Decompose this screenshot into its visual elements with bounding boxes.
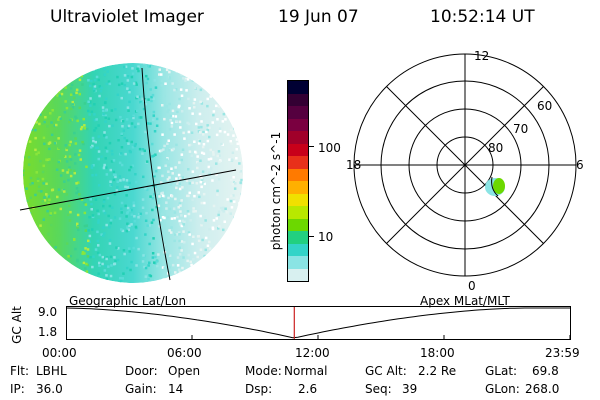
- colorbar-segment: [288, 118, 308, 131]
- gc-alt-label: GC Alt:: [365, 364, 407, 378]
- colorbar-units-label: photon cm^-2 s^-1: [269, 131, 283, 251]
- colorbar-segment: [288, 168, 308, 181]
- timeline-frame: [66, 306, 571, 340]
- timeline-y-tick-high: 9.0: [38, 305, 58, 319]
- colorbar-segment: [288, 143, 308, 156]
- timeline-x-tick-1200: 12:00: [295, 346, 330, 360]
- glat-value: 69.8: [532, 364, 559, 378]
- lat-label-80: 80: [488, 141, 503, 155]
- ip-value: 36.0: [36, 382, 63, 396]
- gain-value: 14: [168, 382, 184, 396]
- longitude-gridline: [141, 67, 171, 281]
- timeline-y-tick-low: 1.8: [38, 325, 58, 339]
- colorbar-tickmark: [309, 236, 314, 237]
- timeline-x-tick-0000: 00:00: [42, 346, 77, 360]
- colorbar-tick-100: 100: [318, 141, 341, 155]
- mlt-label-18: 18: [346, 158, 361, 172]
- altitude-curve: [66, 307, 570, 339]
- timeline-y-axis-label: GC Alt: [10, 306, 24, 344]
- observation-time: 10:52:14 UT: [430, 7, 535, 27]
- polar-mlt-plot: 12 18 6 0 60 70 80: [346, 49, 584, 293]
- altitude-timeline-plot: [66, 306, 571, 340]
- glon-value: 268.0: [525, 382, 560, 396]
- auroral-image: [19, 63, 243, 283]
- colorbar-segment: [288, 231, 308, 244]
- door-value: Open: [168, 364, 201, 378]
- filter-value: LBHL: [36, 364, 67, 378]
- instrument-title: Ultraviolet Imager: [50, 7, 204, 27]
- seq-value: 39: [402, 382, 418, 396]
- colorbar-tickmark: [309, 146, 314, 147]
- mode-label: Mode:: [245, 364, 282, 378]
- colorbar-segment: [288, 243, 308, 256]
- auroral-oval-core: [493, 178, 505, 194]
- lat-label-60: 60: [537, 99, 552, 113]
- gain-label: Gain:: [125, 382, 157, 396]
- colorbar-segment: [288, 206, 308, 219]
- colorbar-segment: [288, 218, 308, 231]
- dsp-value: 2.6: [298, 382, 318, 396]
- door-label: Door:: [125, 364, 158, 378]
- timeline-x-tickmarks: [66, 335, 571, 339]
- timeline-x-tick-0600: 06:00: [167, 346, 202, 360]
- gc-alt-value: 2.2 Re: [418, 364, 457, 378]
- timeline-x-tick-2359: 23:59: [545, 346, 580, 360]
- colorbar-segment: [288, 81, 308, 94]
- colorbar-tick-10: 10: [318, 230, 334, 244]
- dsp-label: Dsp:: [245, 382, 273, 396]
- colorbar-segment: [288, 256, 308, 269]
- colorbar-segment: [288, 181, 308, 194]
- observation-date: 19 Jun 07: [278, 7, 359, 27]
- latitude-gridline: [19, 169, 237, 211]
- colorbar-segment: [288, 106, 308, 119]
- mlt-label-0: 0: [468, 279, 476, 293]
- timeline-left-title: Geographic Lat/Lon: [69, 294, 187, 308]
- glon-label: GLon:: [485, 382, 520, 396]
- colorbar-segment: [288, 93, 308, 106]
- glat-label: GLat:: [485, 364, 518, 378]
- colorbar-segment: [288, 156, 308, 169]
- mlt-label-6: 6: [576, 158, 584, 172]
- ip-label: IP:: [10, 382, 25, 396]
- mlt-label-12: 12: [474, 49, 489, 63]
- mode-value: Normal: [284, 364, 328, 378]
- polar-diagonal: [386, 86, 544, 244]
- color-scale-bar: [287, 80, 309, 282]
- seq-label: Seq:: [365, 382, 392, 396]
- lat-label-70: 70: [513, 122, 528, 136]
- colorbar-segment: [288, 131, 308, 144]
- colorbar-segment: [288, 268, 308, 281]
- footprint-outline: [491, 176, 499, 197]
- filter-label: Flt:: [10, 364, 29, 378]
- timeline-right-title: Apex MLat/MLT: [420, 294, 510, 308]
- colorbar-segment: [288, 193, 308, 206]
- timeline-x-tick-1800: 18:00: [420, 346, 455, 360]
